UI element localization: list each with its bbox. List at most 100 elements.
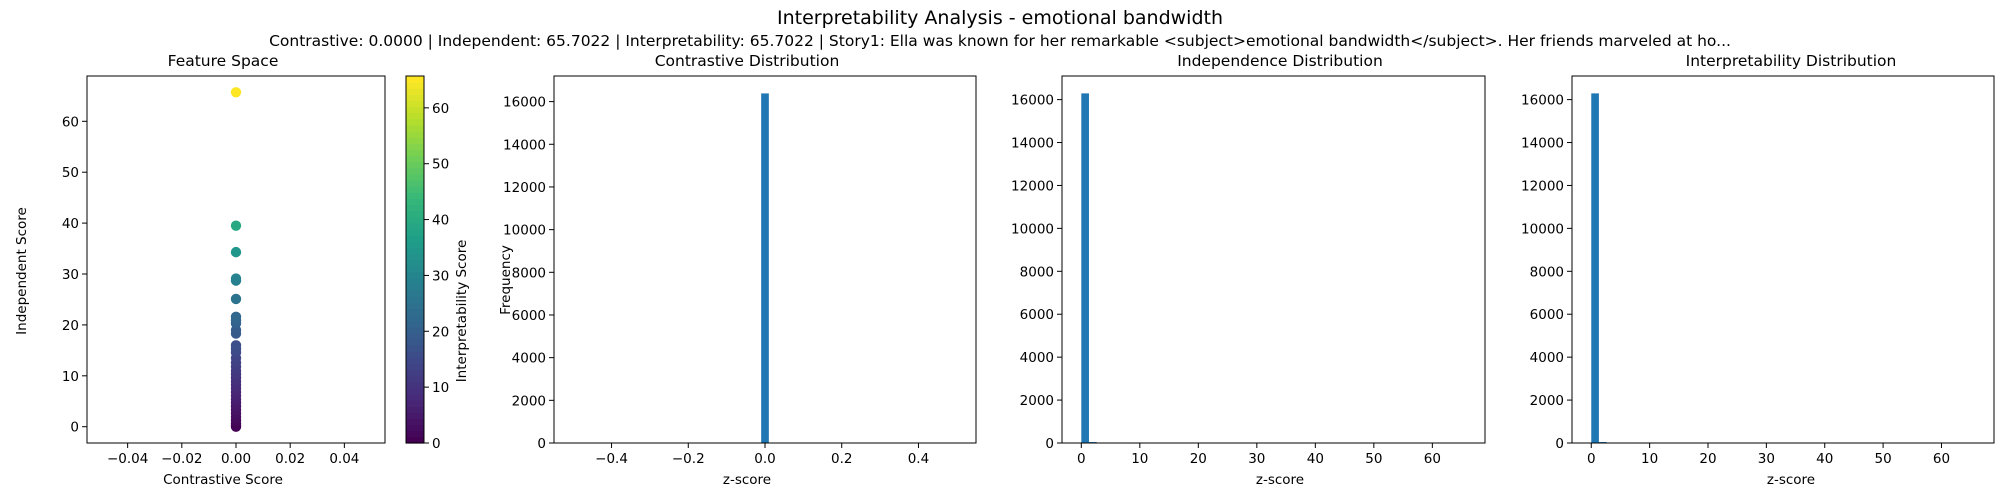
colorbar-segment xyxy=(406,351,424,358)
x-tick-label: 50 xyxy=(1875,451,1892,467)
x-tick-label: 0.2 xyxy=(831,451,852,467)
scatter-plot-area: −0.04 −0.02 0.00 0.02 0.04 0 10 20 30 40 50 60 xyxy=(62,75,386,467)
colorbar-segment xyxy=(406,375,424,383)
colorbar-tick-label: 30 xyxy=(432,268,449,284)
figure-title: Interpretability Analysis - emotional ba… xyxy=(777,7,1223,29)
y-tick-label: 4000 xyxy=(512,351,546,367)
y-tick-label: 6000 xyxy=(1530,307,1564,323)
y-tick-label: 60 xyxy=(62,114,79,130)
colorbar-segment xyxy=(406,357,424,365)
x-tick-label: 20 xyxy=(1699,451,1716,467)
scatter-point xyxy=(230,87,242,98)
x-tick-label: 0.00 xyxy=(221,451,251,467)
colorbar-segment xyxy=(406,259,424,267)
colorbar-segment xyxy=(406,186,424,193)
colorbar-segment xyxy=(406,131,424,138)
colorbar-segment xyxy=(406,192,424,199)
colorbar-segment xyxy=(406,82,424,89)
y-axis-label: Frequency xyxy=(498,245,514,315)
axes-frame xyxy=(1571,75,1995,444)
colorbar-segment xyxy=(406,283,424,291)
colorbar-segment xyxy=(406,387,424,395)
x-tick-label: 20 xyxy=(1190,451,1207,467)
scatter-point xyxy=(230,340,242,351)
histogram-plot-area: 0 10 20 30 40 50 60 0 2000 4000 6000 8000 10000 12000… xyxy=(1011,75,1486,467)
y-tick-label: 10000 xyxy=(1521,221,1564,237)
colorbar-segment xyxy=(406,406,424,414)
x-tick-label: 50 xyxy=(1365,451,1382,467)
histogram-bar xyxy=(761,93,769,443)
colorbar-segment xyxy=(406,118,424,126)
colorbar-segment xyxy=(406,308,424,316)
y-tick-label: 16000 xyxy=(503,95,546,111)
scatter-point xyxy=(230,220,242,231)
panel-feature-space: Feature Space Contrastive Score Independ… xyxy=(14,52,470,488)
colorbar-segment xyxy=(406,100,424,108)
x-tick-label: 40 xyxy=(1307,451,1324,467)
scatter-point xyxy=(230,293,242,305)
colorbar-segment xyxy=(406,290,424,297)
x-tick-label: −0.2 xyxy=(672,451,705,467)
colorbar-segment xyxy=(406,143,424,150)
colorbar-segment xyxy=(406,430,424,438)
panel-independence-distribution: Independence Distribution z-score 0 10 20 3… xyxy=(1011,52,1486,488)
colorbar-segment xyxy=(406,369,424,377)
y-tick-label: 12000 xyxy=(1521,178,1564,194)
y-tick-label: 16000 xyxy=(1011,93,1054,109)
y-tick-label: 2000 xyxy=(512,393,546,409)
colorbar-segment xyxy=(406,179,424,187)
colorbar-segment xyxy=(406,363,424,371)
x-tick-label: 60 xyxy=(1424,451,1441,467)
x-tick-label: 40 xyxy=(1816,451,1833,467)
y-tick-label: 40 xyxy=(62,216,79,232)
y-tick-label: 6000 xyxy=(512,308,546,324)
x-tick-label: 0.4 xyxy=(908,451,929,467)
y-tick-label: 2000 xyxy=(1530,393,1564,409)
x-tick-label: 0.04 xyxy=(329,451,359,467)
y-tick-label: 10 xyxy=(62,369,79,385)
colorbar-tick-label: 10 xyxy=(432,380,449,396)
y-tick-label: 8000 xyxy=(1020,264,1054,280)
colorbar-segment xyxy=(406,222,424,230)
colorbar-segment xyxy=(406,149,424,157)
panel-title: Independence Distribution xyxy=(1177,52,1383,70)
panel-title: Interpretability Distribution xyxy=(1686,52,1897,70)
x-tick-label: 10 xyxy=(1641,451,1658,467)
x-axis-label: Contrastive Score xyxy=(163,472,283,488)
y-axis-label: Independent Score xyxy=(14,207,30,335)
colorbar-segment xyxy=(406,235,424,242)
x-tick-label: 30 xyxy=(1758,451,1775,467)
colorbar-segment xyxy=(406,326,424,334)
x-axis-label: z-score xyxy=(1256,472,1304,488)
colorbar-segment xyxy=(406,320,424,328)
colorbar-segment xyxy=(406,424,424,432)
colorbar-segment xyxy=(406,271,424,279)
histogram-plot-area: 0 10 20 30 40 50 60 0 2000 4000 6000 8000 10000 12000… xyxy=(1521,75,1995,467)
colorbar-tick-label: 50 xyxy=(432,157,449,173)
x-tick-label: −0.4 xyxy=(595,451,628,467)
x-tick-label: 0.0 xyxy=(754,451,775,467)
colorbar-segment xyxy=(406,210,424,218)
x-tick-label: 30 xyxy=(1248,451,1265,467)
panel-title: Feature Space xyxy=(168,52,279,70)
scatter-point xyxy=(230,246,242,258)
x-axis-label: z-score xyxy=(723,472,771,488)
axes-frame xyxy=(1061,75,1486,444)
colorbar-frame xyxy=(405,75,425,444)
y-tick-label: 10000 xyxy=(1011,221,1054,237)
colorbar-segment xyxy=(406,339,424,346)
panel-interpretability-distribution: Interpretability Distribution z-score 0 1… xyxy=(1521,52,1995,488)
scatter-point xyxy=(230,311,242,322)
x-tick-label: 10 xyxy=(1131,451,1148,467)
x-tick-label: 0.02 xyxy=(275,451,305,467)
colorbar-label: Interpretability Score xyxy=(454,240,470,383)
colorbar-segment xyxy=(406,253,424,261)
colorbar-segment xyxy=(406,418,424,426)
y-tick-label: 14000 xyxy=(503,137,546,153)
histogram-plot-area: −0.4 −0.2 0.0 0.2 0.4 0 2000 4000 6000 8000 10000 1… xyxy=(503,75,977,467)
colorbar-segment xyxy=(406,345,424,352)
colorbar-segment xyxy=(406,173,424,181)
y-tick-label: 8000 xyxy=(512,265,546,281)
y-tick-label: 12000 xyxy=(1011,178,1054,194)
colorbar-segment xyxy=(406,277,424,285)
